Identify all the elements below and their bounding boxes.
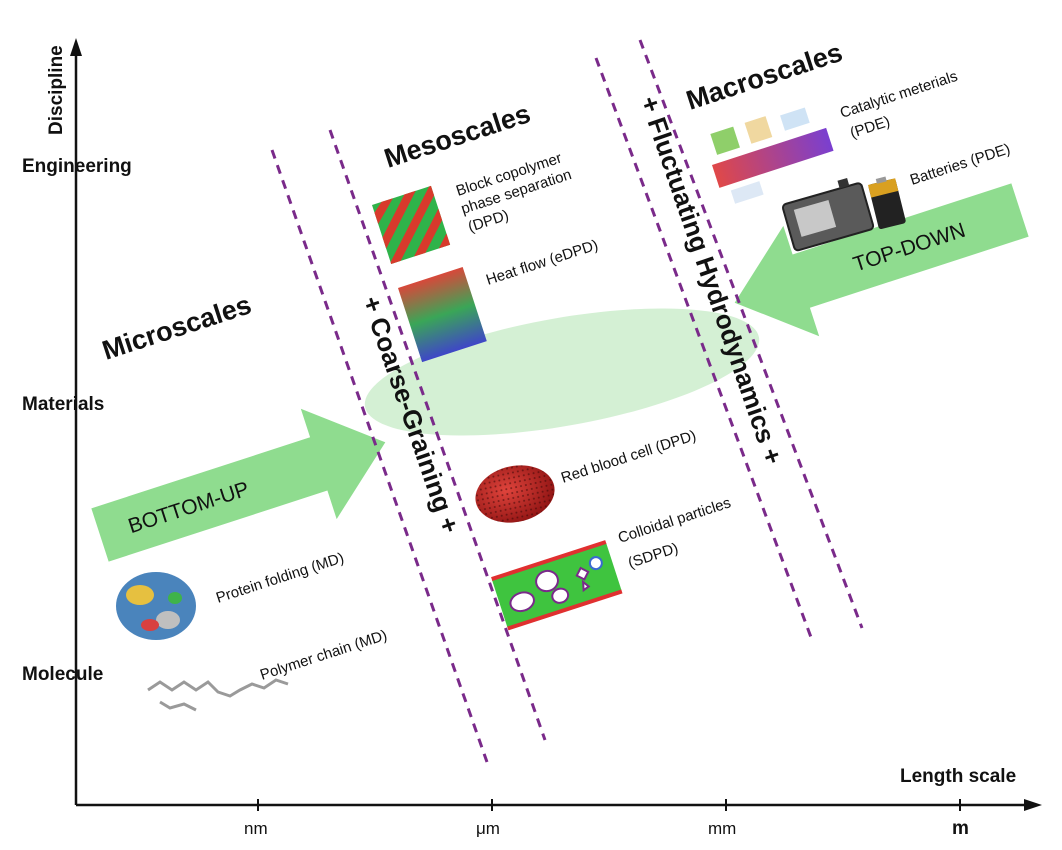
tick-label-m: m — [952, 818, 969, 839]
axes — [74, 50, 1030, 807]
catalytic-materials-image — [710, 107, 834, 204]
heat-flow-image — [398, 266, 487, 363]
red-blood-cell-label: Red blood cell (DPD) — [559, 427, 698, 487]
colloidal-particles-label-2: (SDPD) — [626, 540, 680, 572]
dashed-line-3 — [594, 57, 814, 641]
macroscales-title: Macroscales — [683, 37, 846, 116]
protein-folding-image — [116, 572, 196, 640]
dashed-line-4 — [638, 39, 864, 629]
batteries-label: Batteries (PDE) — [908, 140, 1012, 188]
bridge-ellipse — [364, 308, 760, 436]
polymer-chain-image — [147, 678, 289, 712]
block-copolymer-image — [372, 185, 451, 264]
polymer-chain-label: Polymer chain (MD) — [258, 627, 389, 684]
x-ticks — [257, 799, 961, 811]
y-level-materials: Materials — [22, 394, 104, 415]
x-axis-arrowhead — [1024, 799, 1042, 811]
tick-label-um: μm — [476, 819, 500, 838]
y-axis-arrowhead — [70, 38, 82, 56]
heat-flow-label: Heat flow (eDPD) — [484, 237, 600, 289]
y-level-molecule: Molecule — [22, 664, 103, 685]
microscales-title: Microscales — [99, 289, 255, 365]
mesoscales-title: Mesoscales — [381, 98, 534, 173]
red-blood-cell-image — [475, 465, 555, 523]
y-axis-title: Discipline — [46, 45, 67, 135]
x-axis-title: Length scale — [900, 766, 1016, 787]
dashed-line-1 — [270, 149, 489, 763]
y-level-engineering: Engineering — [22, 156, 132, 177]
catalytic-materials-label-1: Catalytic meterials — [838, 68, 960, 122]
protein-folding-label: Protein folding (MD) — [214, 549, 346, 606]
batteries-image — [781, 176, 906, 252]
tick-label-nm: nm — [244, 819, 268, 838]
dashed-boundaries — [270, 39, 864, 763]
bottom-up-arrow: BOTTOM-UP — [91, 408, 386, 562]
dashed-line-2 — [328, 129, 547, 741]
tick-label-mm: mm — [708, 819, 736, 838]
colloidal-particles-image — [491, 540, 623, 631]
